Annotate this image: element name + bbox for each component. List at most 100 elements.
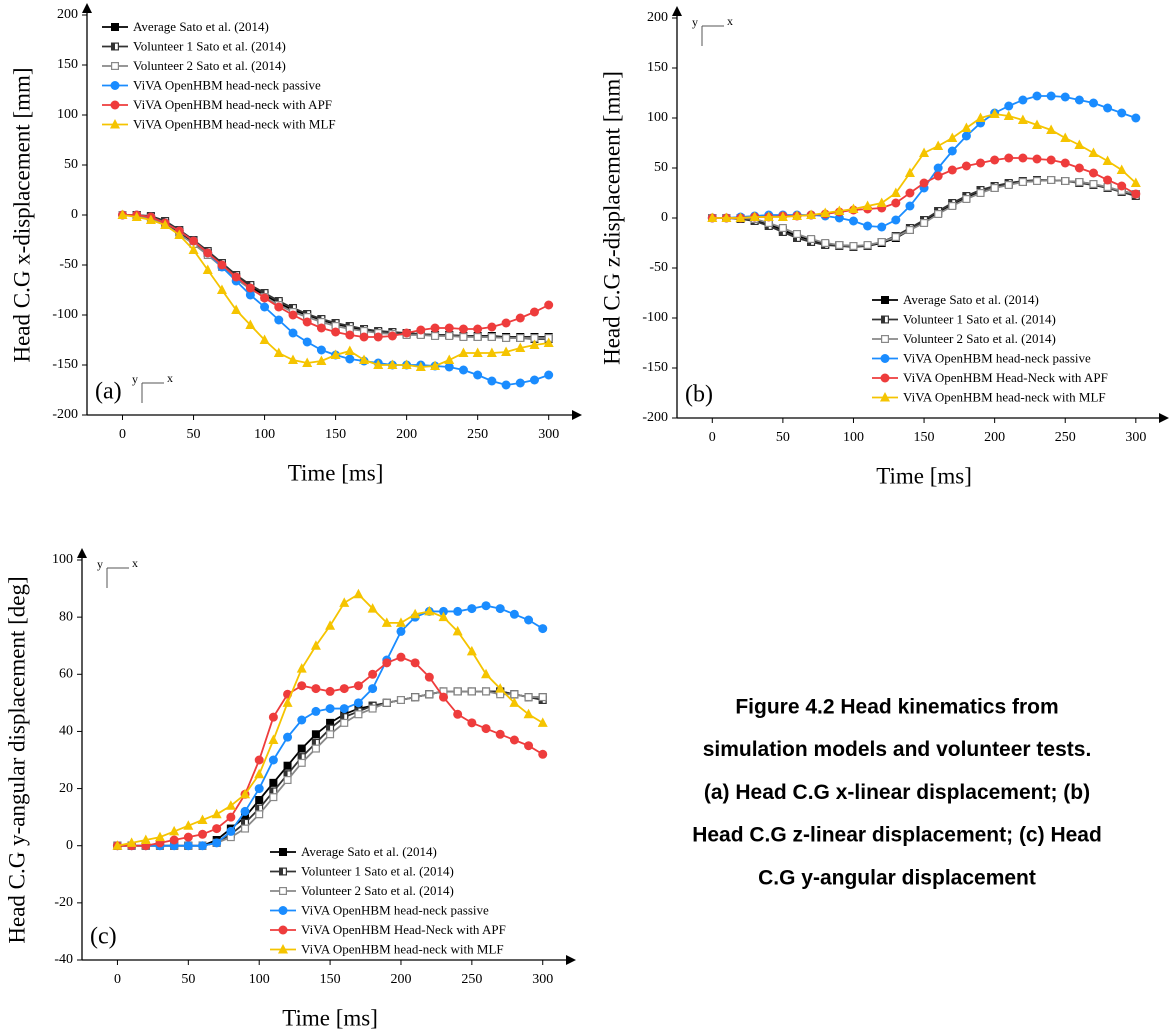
- marker: [425, 690, 434, 699]
- marker: [297, 758, 306, 767]
- legend-label: ViVA OpenHBM head-neck with MLF: [301, 941, 504, 956]
- marker: [792, 210, 802, 220]
- marker: [1102, 155, 1113, 165]
- marker: [1088, 147, 1099, 157]
- legend-marker: [278, 906, 288, 915]
- marker: [198, 829, 207, 839]
- marker: [1046, 124, 1057, 134]
- marker: [387, 359, 398, 369]
- legend-label: Volunteer 1 Sato et al. (2014): [903, 311, 1056, 326]
- marker: [1116, 164, 1127, 174]
- marker: [198, 841, 207, 851]
- marker: [411, 693, 420, 702]
- y-tick-label: 100: [57, 107, 78, 122]
- marker: [501, 318, 511, 328]
- marker: [311, 744, 320, 753]
- marker: [516, 334, 525, 343]
- marker: [274, 315, 284, 325]
- marker: [439, 606, 448, 616]
- marker: [1047, 176, 1056, 185]
- marker: [848, 203, 859, 213]
- marker: [904, 167, 915, 177]
- x-tick-label: 0: [114, 972, 121, 987]
- marker: [1018, 95, 1028, 105]
- marker: [189, 236, 199, 246]
- marker: [537, 717, 548, 727]
- x-tick-label: 250: [1055, 430, 1076, 445]
- marker: [529, 307, 539, 317]
- marker: [848, 216, 858, 226]
- y-tick-label: 60: [59, 667, 73, 682]
- legend-marker: [880, 392, 890, 402]
- marker: [515, 378, 525, 388]
- x-tick-label: 0: [119, 427, 126, 442]
- marker: [402, 328, 412, 338]
- marker: [188, 244, 199, 254]
- x-tick-label: 200: [390, 972, 411, 987]
- marker: [260, 302, 270, 312]
- marker: [302, 317, 312, 327]
- marker: [891, 198, 901, 208]
- marker: [1018, 153, 1028, 163]
- legend-label: Volunteer 2 Sato et al. (2014): [301, 883, 454, 898]
- marker: [502, 334, 511, 343]
- marker: [160, 219, 171, 229]
- y-axis-arrow: [77, 548, 87, 558]
- marker: [509, 735, 519, 745]
- marker: [287, 354, 298, 364]
- icon-x-label: x: [167, 371, 173, 385]
- marker: [1074, 139, 1085, 149]
- y-tick-label: -20: [54, 895, 73, 910]
- marker: [890, 187, 901, 197]
- marker: [452, 625, 463, 636]
- marker: [905, 226, 914, 235]
- marker: [438, 611, 449, 622]
- marker: [891, 215, 901, 225]
- marker: [1060, 158, 1070, 168]
- marker: [339, 684, 349, 694]
- marker: [807, 235, 816, 244]
- marker: [1088, 168, 1098, 178]
- marker: [326, 730, 335, 739]
- marker: [131, 211, 142, 221]
- y-tick-label: -200: [52, 407, 78, 422]
- marker: [934, 210, 943, 219]
- marker: [1088, 98, 1098, 108]
- marker: [1032, 154, 1042, 164]
- y-tick-label: 150: [647, 60, 668, 75]
- marker: [140, 834, 151, 844]
- marker: [990, 155, 1000, 165]
- caption-line: Figure 4.2 Head kinematics from: [735, 696, 1058, 719]
- marker: [212, 824, 222, 834]
- y-axis-title: Head C.G y-angular displacement [deg]: [4, 576, 29, 943]
- marker: [268, 755, 278, 765]
- marker: [523, 708, 534, 719]
- marker: [538, 749, 548, 759]
- marker-half: [255, 804, 260, 813]
- y-tick-label: -100: [642, 310, 668, 325]
- marker: [269, 793, 278, 802]
- marker: [821, 239, 830, 248]
- marker: [439, 692, 448, 702]
- marker: [481, 601, 491, 611]
- marker-half: [326, 724, 331, 733]
- caption-line: (a) Head C.G x-linear displacement; (b): [704, 781, 1090, 804]
- marker: [863, 241, 872, 250]
- marker: [877, 238, 886, 247]
- marker: [495, 604, 505, 614]
- marker: [1131, 189, 1141, 199]
- legend-marker: [110, 61, 119, 70]
- marker: [544, 300, 554, 310]
- y-tick-label: -100: [52, 307, 78, 322]
- marker: [1004, 153, 1014, 163]
- marker: [401, 359, 412, 369]
- x-tick-label: 100: [249, 972, 270, 987]
- y-tick-label: 50: [654, 160, 668, 175]
- marker: [543, 337, 554, 347]
- marker: [467, 604, 477, 614]
- marker: [311, 706, 321, 716]
- marker: [905, 188, 915, 198]
- marker: [1061, 177, 1070, 186]
- marker: [1117, 181, 1127, 191]
